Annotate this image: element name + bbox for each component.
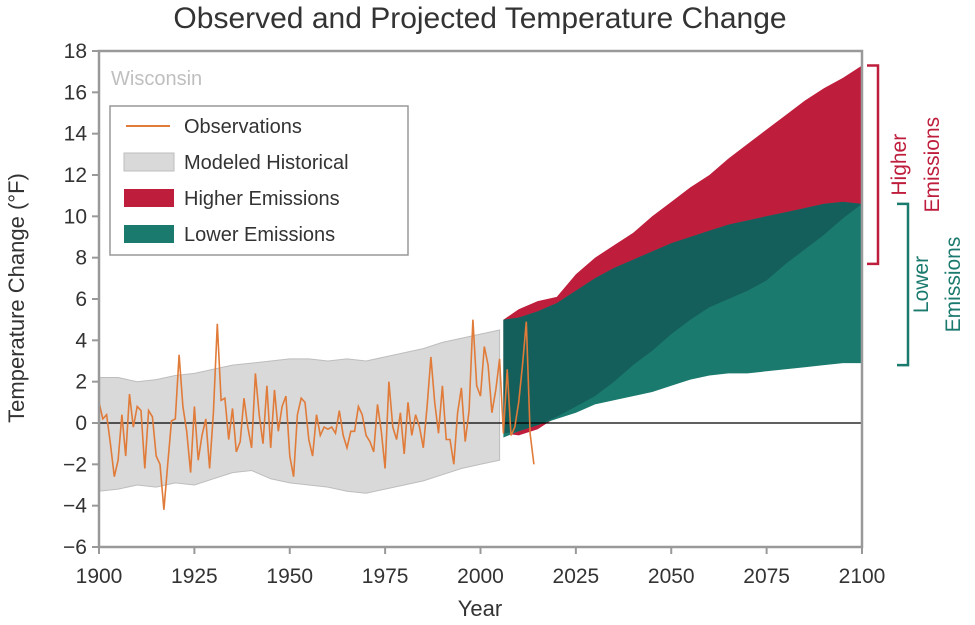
x-tick-label: 2025 <box>553 565 600 588</box>
x-axis: 1900 1925 1950 1975 2000 2025 2050 2075 2100 <box>76 547 886 588</box>
y-tick-label: 18 <box>64 40 87 63</box>
y-tick-label: 10 <box>64 205 87 228</box>
y-tick-label: 12 <box>64 164 87 187</box>
legend-label-higher: Higher Emissions <box>184 188 340 210</box>
bracket-label-lower: Lower <box>910 256 933 313</box>
legend-label-lower: Lower Emissions <box>184 224 335 246</box>
y-tick-label: 4 <box>75 329 87 352</box>
bracket-label-higher: Emissions <box>921 117 944 213</box>
x-tick-label: 2000 <box>457 565 504 588</box>
bracket-label-lower: Emissions <box>942 237 965 333</box>
x-tick-label: 2050 <box>648 565 695 588</box>
y-tick-label: −6 <box>63 536 87 559</box>
legend-swatch-higher <box>124 189 174 207</box>
bracket-label-higher: Higher <box>888 134 911 196</box>
x-axis-label: Year <box>458 596 502 621</box>
x-tick-label: 1975 <box>362 565 409 588</box>
legend: Observations Modeled Historical Higher Emi… <box>109 105 409 256</box>
observations-line <box>98 319 535 510</box>
x-tick-label: 1900 <box>76 565 123 588</box>
plot-area <box>97 49 864 549</box>
y-tick-label: −2 <box>63 453 87 476</box>
y-axis: −6 −4 −2 0 2 4 6 8 10 12 14 16 18 <box>63 40 99 559</box>
x-tick-label: 1950 <box>266 565 313 588</box>
region-label: Wisconsin <box>111 68 202 90</box>
bracket-lower <box>897 202 910 367</box>
legend-label-observations: Observations <box>184 116 302 138</box>
legend-swatch-historical <box>123 152 175 172</box>
y-axis-label: Temperature Change (°F) <box>4 173 29 423</box>
y-tick-label: 8 <box>75 247 87 270</box>
scenario-brackets: Higher Emissions Lower Emissions <box>867 64 965 367</box>
y-tick-label: 0 <box>75 412 87 435</box>
x-tick-label: 1925 <box>171 565 218 588</box>
legend-label-historical: Modeled Historical <box>184 152 349 174</box>
legend-items: Observations Modeled Historical Higher Emi… <box>123 116 349 246</box>
y-tick-label: 14 <box>64 123 88 146</box>
chart-title: Observed and Projected Temperature Chang… <box>173 2 786 35</box>
y-tick-label: 2 <box>75 371 87 394</box>
bracket-higher <box>867 64 880 266</box>
x-tick-label: 2075 <box>743 565 790 588</box>
legend-swatch-lower <box>124 225 174 243</box>
y-tick-label: −4 <box>63 495 87 518</box>
overlap-band <box>503 201 862 434</box>
y-tick-label: 6 <box>75 288 87 311</box>
y-tick-label: 16 <box>64 81 87 104</box>
x-tick-label: 2100 <box>839 565 886 588</box>
